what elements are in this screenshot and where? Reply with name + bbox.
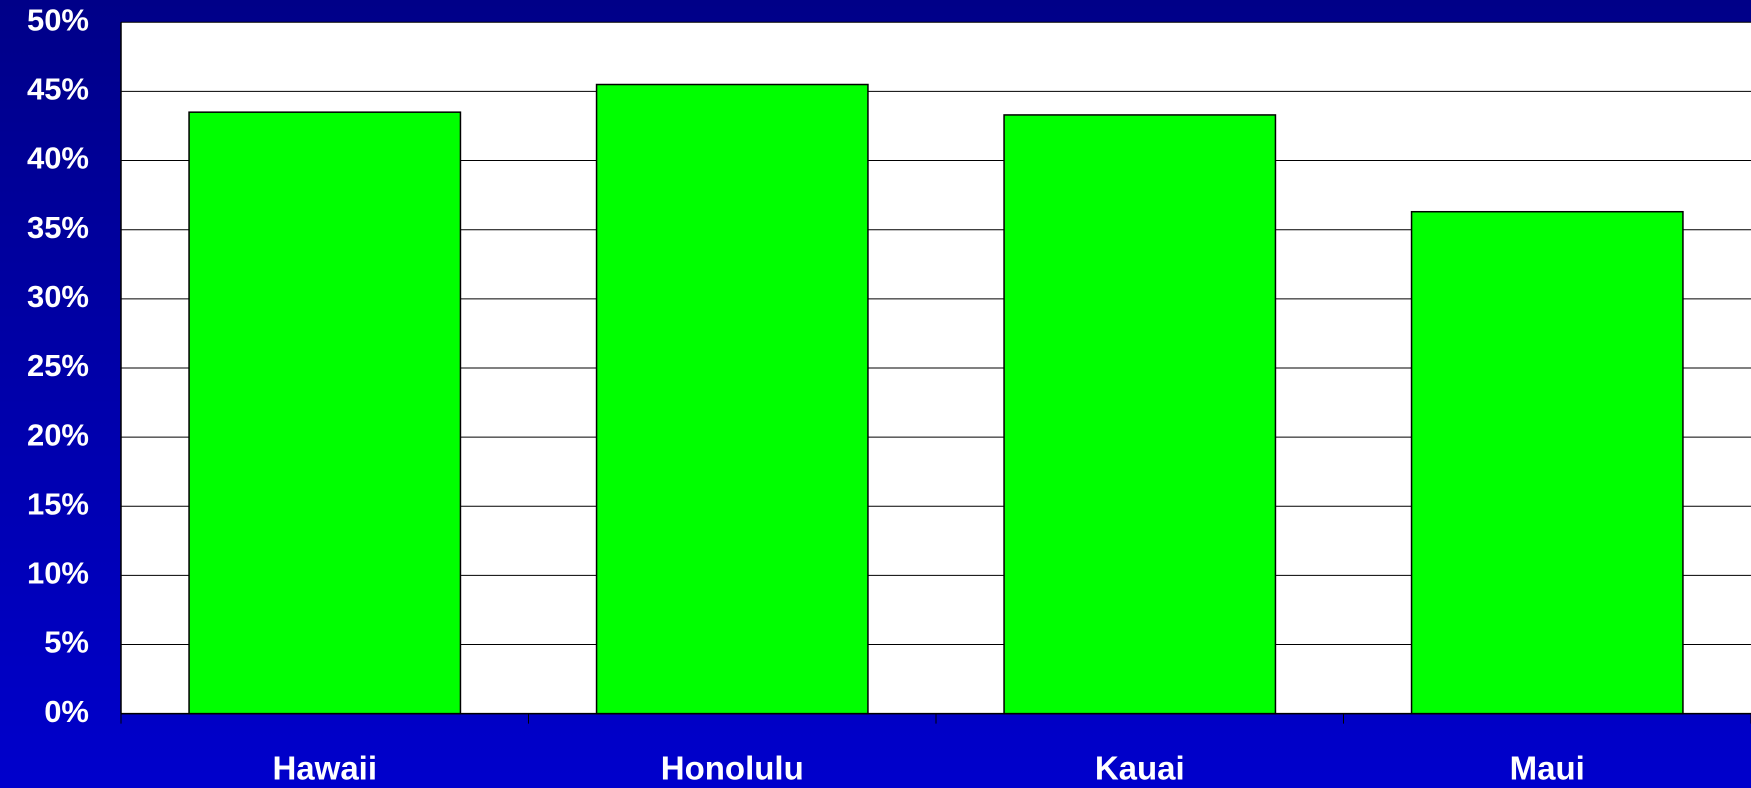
x-tick-label: Maui [1510,750,1585,787]
bar [595,83,869,715]
y-tick-label: 0% [44,694,89,729]
y-tick-label: 5% [44,625,89,660]
y-tick-label: 45% [27,72,89,107]
y-tick-label: 20% [27,417,89,452]
bar [1003,114,1277,715]
y-tick-label: 10% [27,556,89,591]
y-tick-label: 15% [27,486,89,521]
y-tick-label: 35% [27,210,89,245]
y-tick-label: 30% [27,279,89,314]
y-tick-label: 40% [27,141,89,176]
y-tick-label: 25% [27,348,89,383]
x-tick-label: Honolulu [661,750,804,787]
y-tick-label: 50% [27,2,89,37]
bar [1410,210,1684,715]
x-tick-label: Hawaii [272,750,377,787]
bar [188,111,462,715]
x-tick-label: Kauai [1095,750,1185,787]
